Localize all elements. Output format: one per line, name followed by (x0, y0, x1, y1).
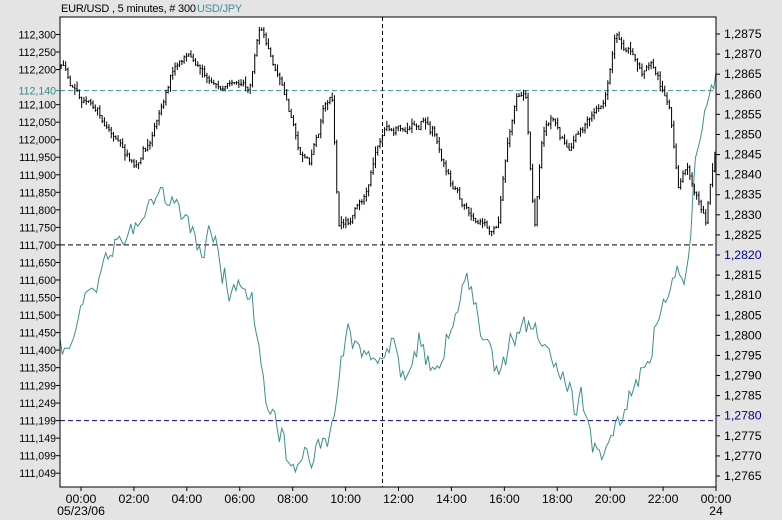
svg-text:1,2770: 1,2770 (724, 449, 762, 463)
svg-text:1,2825: 1,2825 (724, 228, 762, 242)
svg-text:112,250: 112,250 (18, 47, 56, 59)
svg-text:111,600: 111,600 (19, 275, 56, 287)
svg-text:12:00: 12:00 (383, 492, 414, 506)
svg-text:18:00: 18:00 (542, 492, 573, 506)
svg-text:04:00: 04:00 (171, 492, 202, 506)
svg-text:1,2790: 1,2790 (724, 369, 762, 383)
svg-text:1,2805: 1,2805 (724, 308, 762, 322)
svg-text:112,000: 112,000 (18, 135, 56, 147)
svg-text:1,2860: 1,2860 (724, 87, 762, 101)
svg-text:1,2765: 1,2765 (724, 469, 762, 483)
svg-text:1,2840: 1,2840 (724, 168, 762, 182)
svg-text:1,2800: 1,2800 (724, 328, 762, 342)
svg-text:1,2815: 1,2815 (724, 268, 762, 282)
svg-text:1,2850: 1,2850 (724, 127, 762, 141)
svg-text:1,2795: 1,2795 (724, 348, 762, 362)
svg-text:1,2785: 1,2785 (724, 389, 762, 403)
svg-text:112,200: 112,200 (18, 65, 56, 77)
svg-text:111,199: 111,199 (19, 416, 56, 428)
svg-text:16:00: 16:00 (489, 492, 520, 506)
svg-text:111,700: 111,700 (19, 240, 56, 252)
svg-text:USD/JPY: USD/JPY (197, 3, 243, 15)
svg-text:111,049: 111,049 (19, 468, 56, 480)
svg-text:06:00: 06:00 (224, 492, 255, 506)
svg-text:111,249: 111,249 (19, 398, 56, 410)
svg-text:02:00: 02:00 (119, 492, 150, 506)
svg-text:1,2810: 1,2810 (724, 288, 762, 302)
svg-text:112,300: 112,300 (18, 30, 56, 42)
svg-text:1,2835: 1,2835 (724, 188, 762, 202)
svg-text:111,850: 111,850 (19, 187, 56, 199)
svg-text:111,450: 111,450 (19, 328, 56, 340)
svg-text:111,950: 111,950 (19, 152, 56, 164)
svg-text:1,2865: 1,2865 (724, 67, 762, 81)
svg-text:1,2775: 1,2775 (724, 429, 762, 443)
svg-text:1,2820: 1,2820 (724, 248, 762, 262)
svg-text:111,500: 111,500 (19, 310, 56, 322)
svg-text:EUR/USD , 5 minutes, # 300: EUR/USD , 5 minutes, # 300 (61, 3, 196, 15)
svg-text:1,2780: 1,2780 (724, 409, 762, 423)
svg-text:111,900: 111,900 (19, 170, 56, 182)
svg-text:14:00: 14:00 (436, 492, 467, 506)
svg-text:112,050: 112,050 (18, 117, 56, 129)
svg-text:111,350: 111,350 (19, 363, 56, 375)
svg-text:05/23/06: 05/23/06 (57, 504, 105, 518)
svg-text:111,750: 111,750 (19, 222, 56, 234)
svg-text:10:00: 10:00 (330, 492, 361, 506)
svg-text:1,2855: 1,2855 (724, 107, 762, 121)
svg-text:112,100: 112,100 (18, 100, 56, 112)
svg-text:1,2870: 1,2870 (724, 47, 762, 61)
svg-text:111,149: 111,149 (19, 433, 56, 445)
svg-text:111,800: 111,800 (19, 205, 56, 217)
svg-text:24: 24 (709, 504, 723, 518)
svg-text:20:00: 20:00 (595, 492, 626, 506)
svg-text:22:00: 22:00 (648, 492, 679, 506)
svg-text:1,2845: 1,2845 (724, 148, 762, 162)
svg-text:111,299: 111,299 (19, 381, 56, 393)
svg-text:08:00: 08:00 (277, 492, 308, 506)
svg-text:111,550: 111,550 (19, 293, 56, 305)
svg-text:1,2875: 1,2875 (724, 27, 762, 41)
svg-text:111,400: 111,400 (19, 345, 56, 357)
svg-text:112,140: 112,140 (18, 86, 56, 98)
svg-text:1,2830: 1,2830 (724, 208, 762, 222)
svg-text:111,099: 111,099 (19, 451, 56, 463)
svg-text:111,650: 111,650 (19, 257, 56, 269)
